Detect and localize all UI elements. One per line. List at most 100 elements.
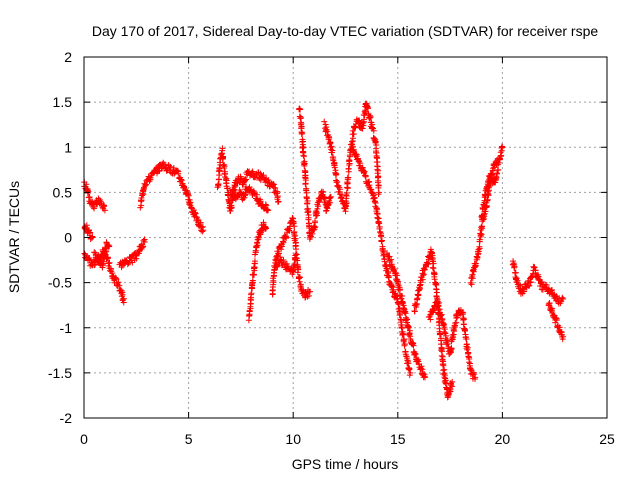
- data-point-marker: [299, 129, 306, 136]
- data-point-marker: [199, 228, 206, 235]
- y-tick-label: -0.5: [48, 275, 72, 291]
- data-point-marker: [493, 174, 500, 181]
- data-point-marker: [405, 324, 412, 331]
- data-point-marker: [483, 183, 490, 190]
- data-point-marker: [419, 366, 426, 373]
- data-point-marker: [106, 243, 113, 250]
- data-point-marker: [219, 147, 226, 154]
- data-point-marker: [477, 233, 484, 240]
- data-point-marker: [290, 220, 297, 227]
- data-points: [81, 100, 567, 401]
- data-point-marker: [302, 180, 309, 187]
- data-point-marker: [91, 262, 98, 269]
- data-point-marker: [399, 299, 406, 306]
- data-point-marker: [427, 316, 434, 323]
- data-point-marker: [532, 267, 539, 274]
- data-point-marker: [253, 191, 260, 198]
- data-point-marker: [499, 144, 506, 151]
- data-point-marker: [89, 234, 96, 241]
- data-point-marker: [415, 291, 422, 298]
- data-point-marker: [291, 261, 298, 268]
- data-point-marker: [291, 223, 298, 230]
- data-point-marker: [297, 113, 304, 120]
- data-point-marker: [516, 281, 522, 288]
- data-point-marker: [379, 237, 386, 244]
- data-point-marker: [389, 283, 396, 290]
- data-point-marker: [437, 330, 444, 337]
- data-point-marker: [85, 188, 92, 195]
- data-point-marker: [333, 171, 340, 178]
- data-point-marker: [263, 202, 270, 209]
- data-point-marker: [433, 289, 440, 296]
- data-point-marker: [468, 281, 475, 288]
- data-point-marker: [249, 169, 256, 176]
- data-point-marker: [283, 234, 290, 241]
- x-tick-label: 20: [495, 431, 511, 447]
- data-point-marker: [354, 155, 361, 162]
- data-point-marker: [125, 259, 132, 266]
- data-point-marker: [375, 182, 382, 189]
- data-point-marker: [147, 176, 154, 183]
- data-point-marker: [379, 246, 386, 253]
- data-point-marker: [87, 229, 94, 236]
- data-point-marker: [463, 335, 470, 342]
- data-point-marker: [388, 256, 395, 263]
- data-point-marker: [278, 246, 285, 253]
- data-point-marker: [138, 202, 145, 209]
- data-point-marker: [279, 243, 286, 250]
- data-point-marker: [472, 260, 479, 267]
- y-tick-label: 2: [64, 49, 72, 65]
- data-point-marker: [222, 174, 229, 181]
- data-point-marker: [448, 345, 455, 352]
- data-point-marker: [264, 206, 271, 213]
- data-point-marker: [472, 374, 479, 381]
- data-point-marker: [289, 215, 296, 222]
- data-point-marker: [530, 263, 537, 270]
- data-point-marker: [406, 365, 413, 372]
- data-point-marker: [400, 302, 407, 309]
- data-point-marker: [311, 218, 318, 225]
- data-point-marker: [546, 300, 553, 307]
- data-point-marker: [311, 224, 318, 231]
- data-point-marker: [409, 341, 416, 348]
- data-point-marker: [430, 307, 437, 314]
- chart-title: Day 170 of 2017, Sidereal Day-to-day VTE…: [92, 23, 598, 39]
- data-point-marker: [96, 196, 103, 203]
- data-point-marker: [237, 175, 244, 182]
- data-point-marker: [366, 182, 373, 189]
- data-point-marker: [200, 227, 207, 234]
- y-tick-label: 0: [64, 230, 72, 246]
- data-point-marker: [301, 161, 308, 168]
- data-point-marker: [479, 212, 486, 219]
- data-point-marker: [398, 319, 405, 326]
- data-point-marker: [478, 231, 485, 238]
- data-point-marker: [161, 161, 168, 168]
- data-point-marker: [418, 363, 425, 370]
- data-point-marker: [460, 309, 467, 316]
- data-point-marker: [488, 172, 495, 179]
- data-point-marker: [476, 238, 483, 245]
- x-tick-label: 10: [285, 431, 301, 447]
- data-point-marker: [221, 163, 228, 170]
- data-point-marker: [326, 134, 333, 141]
- data-point-marker: [305, 216, 312, 223]
- data-point-marker: [192, 209, 199, 216]
- data-point-marker: [430, 265, 437, 272]
- y-tick-label: 1: [64, 139, 72, 155]
- data-point-marker: [257, 198, 264, 205]
- data-point-marker: [184, 191, 191, 198]
- data-point-marker: [365, 179, 372, 186]
- data-point-marker: [275, 250, 282, 257]
- data-point-marker: [224, 192, 231, 199]
- data-point-marker: [265, 207, 272, 214]
- y-tick-label: 0.5: [53, 184, 73, 200]
- data-point-marker: [383, 250, 390, 257]
- data-point-marker: [416, 286, 423, 293]
- data-point-marker: [260, 219, 267, 226]
- data-point-marker: [248, 290, 255, 297]
- data-point-marker: [274, 199, 281, 206]
- data-point-marker: [420, 272, 427, 279]
- data-point-marker: [431, 276, 438, 283]
- data-point-marker: [553, 317, 560, 324]
- data-point-marker: [369, 121, 376, 128]
